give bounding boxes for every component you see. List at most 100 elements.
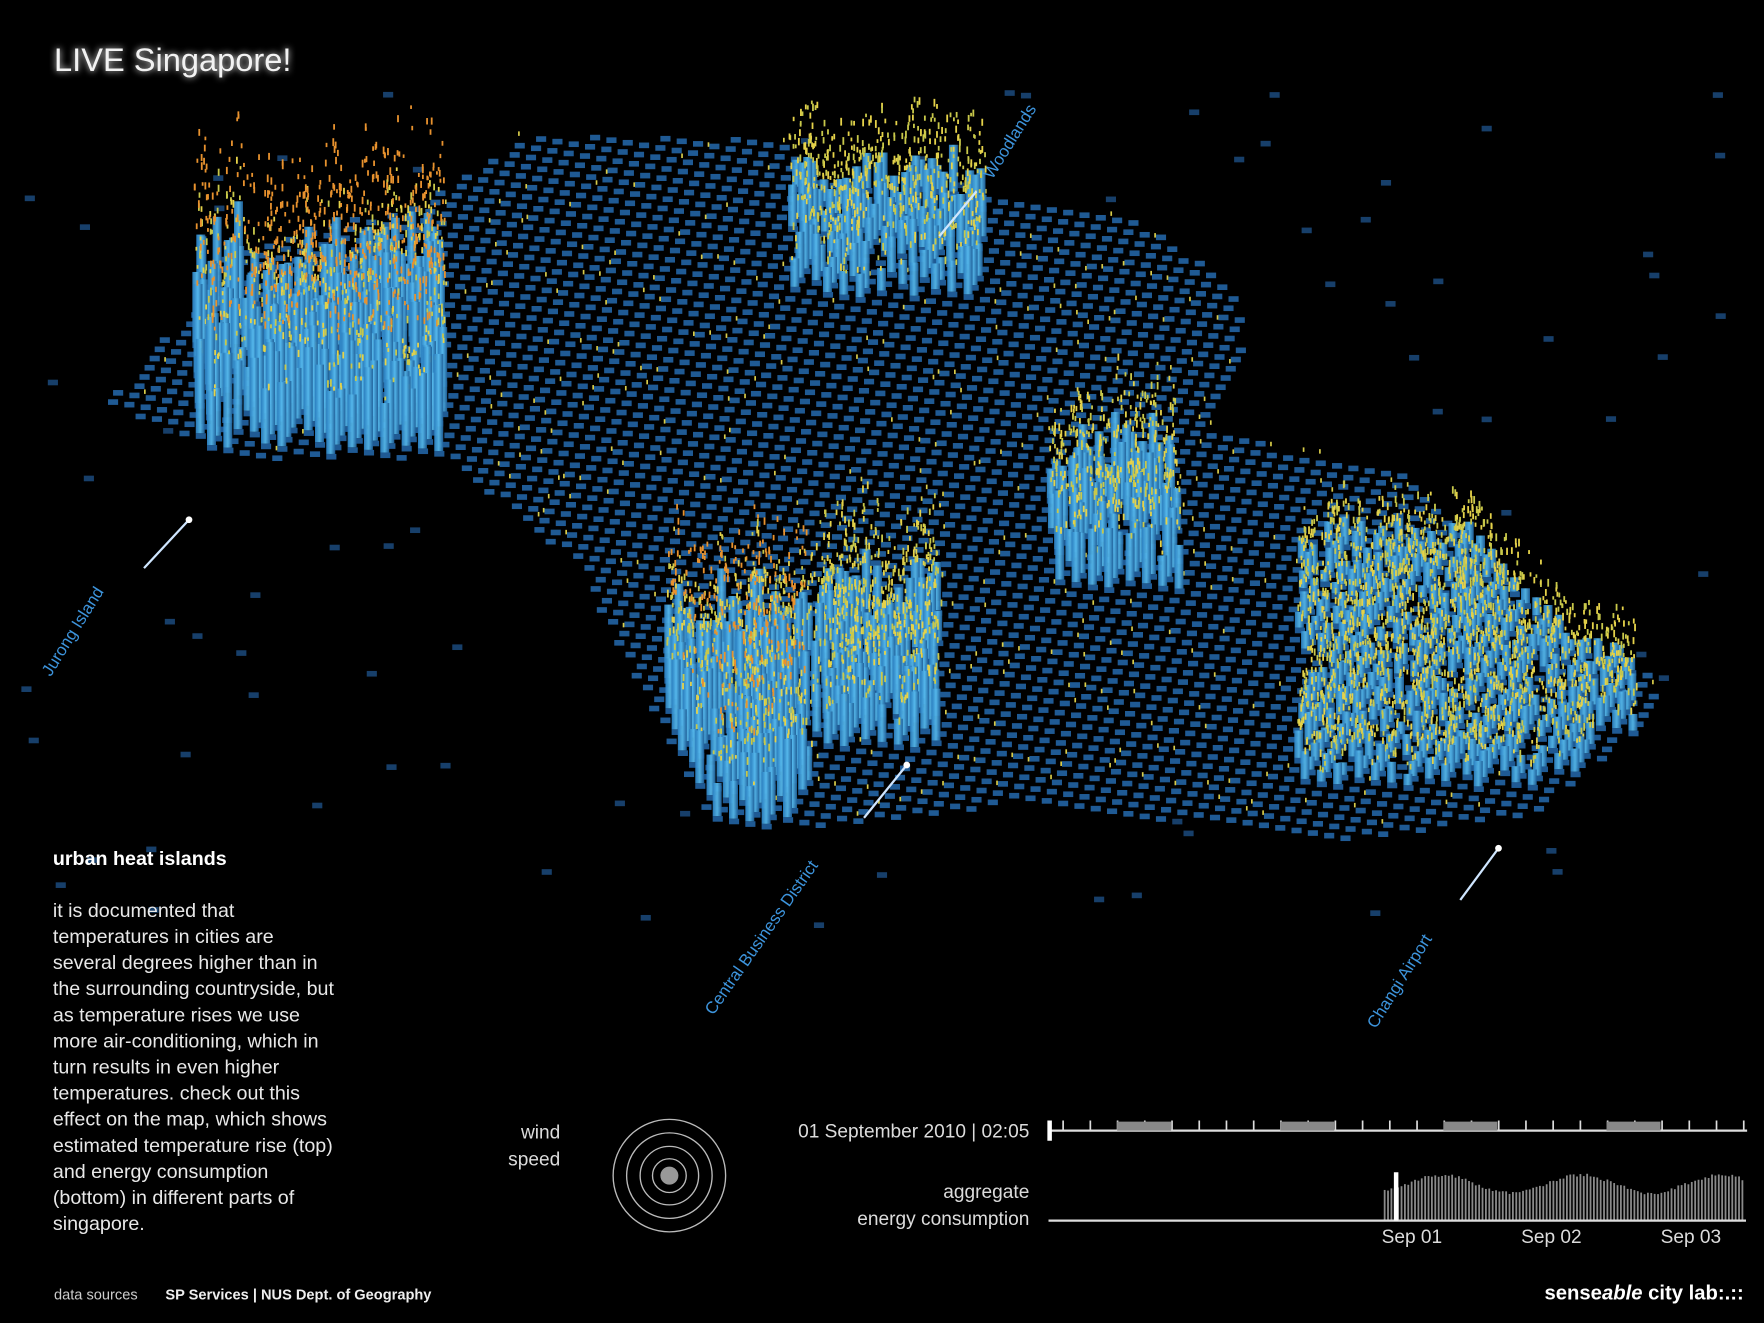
temp-spark bbox=[442, 177, 445, 184]
bar bbox=[848, 216, 858, 246]
temp-spark bbox=[556, 288, 558, 293]
bar bbox=[294, 256, 304, 319]
grid-cell bbox=[536, 136, 547, 142]
grid-cell bbox=[582, 374, 593, 380]
temp-spark bbox=[239, 166, 242, 170]
grid-cell bbox=[243, 410, 254, 417]
grid-cell bbox=[471, 286, 482, 293]
grid-cell bbox=[1063, 209, 1074, 216]
grid-cell bbox=[160, 367, 171, 374]
temp-spark bbox=[837, 160, 840, 167]
grid-cell bbox=[1053, 228, 1064, 234]
temp-spark bbox=[1136, 411, 1138, 418]
grid-cell bbox=[692, 562, 703, 568]
grid-cell bbox=[594, 386, 605, 392]
temp-spark bbox=[959, 138, 961, 146]
temp-spark bbox=[975, 240, 978, 246]
grid-cell bbox=[1017, 423, 1028, 429]
grid-cell bbox=[1307, 539, 1318, 546]
grid-cell bbox=[184, 421, 195, 428]
grid-cell bbox=[548, 469, 559, 475]
temp-spark bbox=[1062, 442, 1065, 447]
temp-spark bbox=[260, 318, 263, 323]
grid-cell bbox=[534, 527, 545, 533]
grid-cell bbox=[176, 339, 187, 346]
bar bbox=[291, 293, 301, 389]
temp-spark bbox=[278, 228, 281, 232]
temp-spark bbox=[1408, 522, 1411, 526]
grid-cell bbox=[736, 158, 747, 164]
bar bbox=[369, 360, 378, 441]
temp-spark bbox=[395, 256, 398, 262]
grid-cell bbox=[843, 415, 854, 422]
temp-spark bbox=[969, 193, 972, 197]
temp-spark bbox=[1154, 432, 1157, 438]
grid-cell bbox=[797, 338, 808, 344]
temp-spark bbox=[346, 295, 349, 301]
grid-cell bbox=[812, 310, 823, 317]
grid-cell bbox=[200, 424, 211, 430]
grid-cell bbox=[1019, 353, 1030, 359]
temp-spark bbox=[440, 303, 443, 310]
temp-spark bbox=[373, 160, 375, 166]
temp-spark bbox=[195, 223, 198, 230]
grid-cell bbox=[522, 484, 533, 491]
temp-spark bbox=[831, 171, 834, 176]
grid-cell bbox=[177, 370, 188, 376]
grid-cell bbox=[864, 539, 875, 545]
temp-spark bbox=[263, 345, 266, 353]
bar bbox=[918, 206, 928, 248]
bar bbox=[233, 360, 243, 430]
temp-spark bbox=[437, 293, 440, 300]
grid-cell bbox=[479, 207, 490, 214]
temp-spark bbox=[387, 325, 390, 331]
bar bbox=[831, 217, 841, 244]
temp-spark bbox=[1093, 456, 1096, 461]
temp-spark bbox=[725, 333, 728, 338]
temp-spark bbox=[1130, 448, 1133, 453]
temp-spark bbox=[436, 210, 439, 217]
temp-spark bbox=[1381, 499, 1384, 508]
temp-spark bbox=[380, 228, 383, 234]
grid-cell bbox=[631, 382, 642, 388]
temp-spark bbox=[506, 250, 508, 255]
temp-spark bbox=[834, 219, 837, 225]
temp-spark bbox=[1036, 255, 1038, 260]
grid-cell bbox=[684, 480, 695, 487]
grid-cell bbox=[783, 235, 794, 242]
temp-spark bbox=[1172, 469, 1175, 477]
grid-cell bbox=[943, 331, 954, 337]
grid-cell bbox=[450, 293, 461, 299]
temp-spark bbox=[408, 359, 411, 366]
temp-spark bbox=[209, 211, 212, 217]
temp-spark bbox=[319, 259, 322, 266]
temp-spark bbox=[1472, 513, 1475, 520]
temp-spark bbox=[1401, 536, 1403, 542]
temp-spark bbox=[838, 187, 841, 192]
temp-spark bbox=[967, 193, 970, 198]
grid-cell bbox=[897, 253, 908, 260]
bar bbox=[828, 256, 837, 283]
temp-spark bbox=[799, 171, 802, 180]
grid-cell bbox=[1260, 561, 1271, 568]
grid-cell bbox=[694, 331, 705, 338]
grid-cell bbox=[563, 150, 574, 157]
grid-cell bbox=[470, 416, 481, 423]
temp-spark bbox=[223, 272, 226, 280]
temp-spark bbox=[1417, 491, 1419, 500]
temp-spark bbox=[642, 287, 645, 293]
grid-cell bbox=[974, 436, 985, 443]
grid-cell bbox=[748, 330, 759, 337]
grid-cell bbox=[329, 544, 340, 551]
grid-cell bbox=[969, 315, 980, 321]
temp-spark bbox=[939, 165, 942, 170]
grid-cell bbox=[1080, 372, 1091, 379]
grid-cell bbox=[366, 219, 377, 226]
temp-spark bbox=[384, 358, 387, 366]
grid-cell bbox=[987, 217, 998, 224]
temp-spark bbox=[406, 359, 409, 365]
temp-spark bbox=[367, 271, 369, 276]
grid-cell bbox=[507, 252, 519, 258]
temp-spark bbox=[1139, 402, 1142, 410]
grid-cell bbox=[1042, 376, 1053, 383]
